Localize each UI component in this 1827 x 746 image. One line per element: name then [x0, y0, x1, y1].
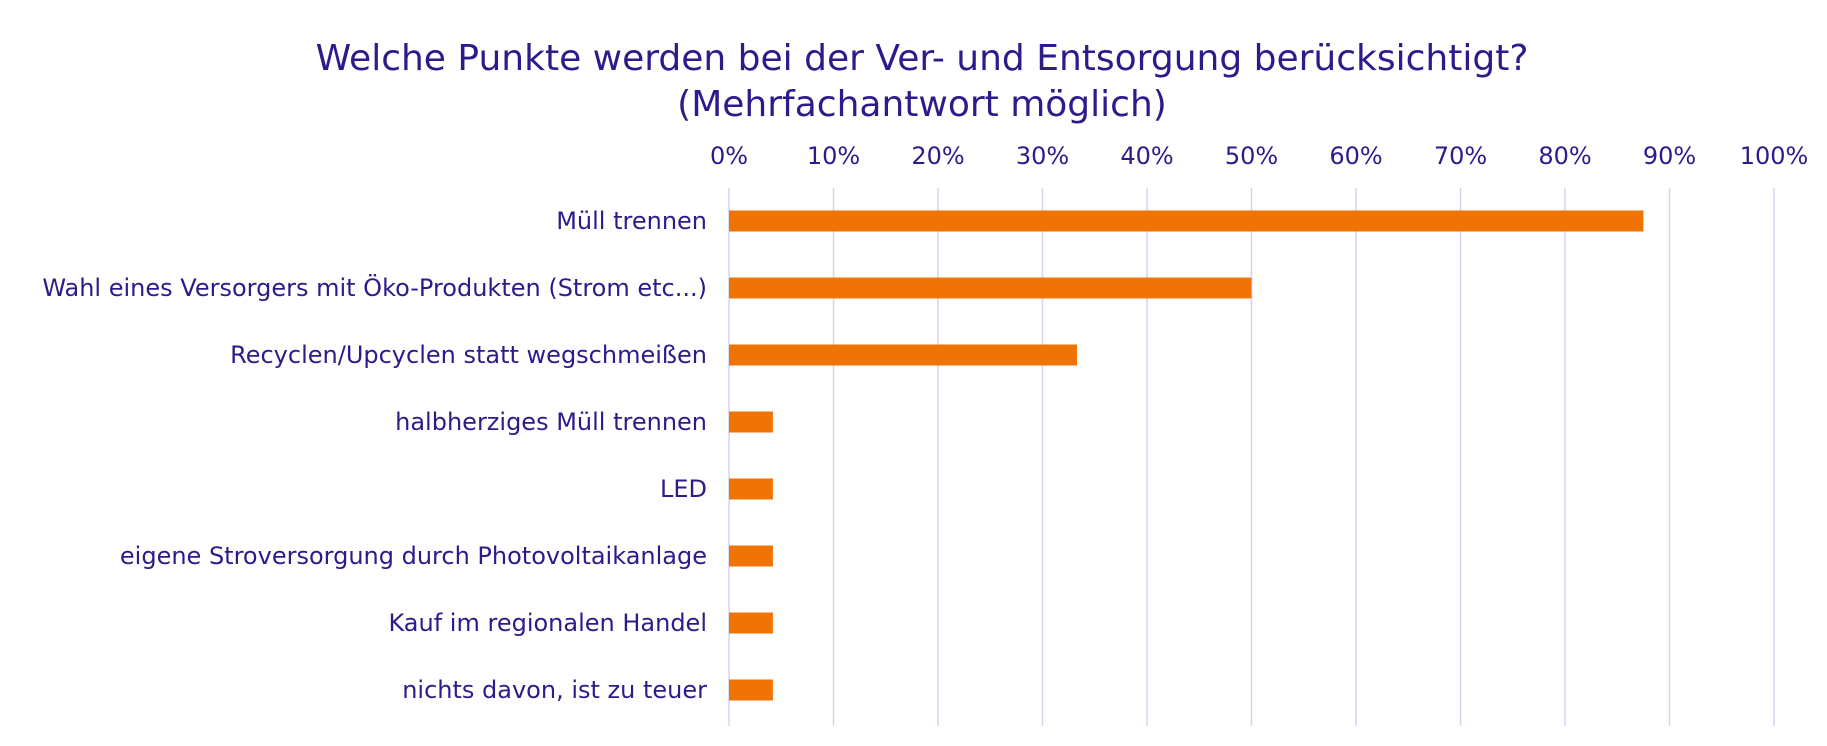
- bar: [729, 210, 1644, 232]
- bar: [729, 478, 773, 500]
- x-tick-label: 10%: [807, 142, 860, 170]
- chart-title: Welche Punkte werden bei der Ver- und En…: [316, 38, 1529, 79]
- category-label: nichts davon, ist zu teuer: [402, 676, 707, 704]
- category-label: Wahl eines Versorgers mit Öko-Produkten …: [42, 273, 707, 302]
- bar: [729, 545, 773, 567]
- bar: [729, 277, 1252, 299]
- bar: [729, 411, 773, 433]
- bar: [729, 344, 1077, 366]
- category-label: eigene Stroversorgung durch Photovoltaik…: [120, 542, 707, 570]
- bars: [729, 210, 1644, 701]
- x-tick-label: 90%: [1643, 142, 1696, 170]
- chart-subtitle: (Mehrfachantwort möglich): [677, 84, 1167, 125]
- x-tick-label: 30%: [1016, 142, 1069, 170]
- x-tick-label: 50%: [1225, 142, 1278, 170]
- bar: [729, 612, 773, 634]
- category-label: halbherziges Müll trennen: [395, 408, 707, 436]
- category-label: Kauf im regionalen Handel: [388, 609, 707, 637]
- x-tick-label: 70%: [1434, 142, 1487, 170]
- category-label: Müll trennen: [556, 207, 707, 235]
- x-tick-label: 80%: [1538, 142, 1591, 170]
- x-tick-label: 100%: [1740, 142, 1809, 170]
- x-tick-label: 0%: [710, 142, 748, 170]
- x-tick-label: 20%: [911, 142, 964, 170]
- category-label: LED: [660, 475, 707, 503]
- category-labels: Müll trennen Wahl eines Versorgers mit Ök…: [42, 207, 707, 704]
- x-axis-ticks: 0% 10% 20% 30% 40% 50% 60% 70% 80% 90% 100%: [710, 142, 1808, 170]
- x-tick-label: 40%: [1120, 142, 1173, 170]
- category-label: Recyclen/Upcyclen statt wegschmeißen: [230, 341, 707, 369]
- x-tick-label: 60%: [1329, 142, 1382, 170]
- bar: [729, 679, 773, 701]
